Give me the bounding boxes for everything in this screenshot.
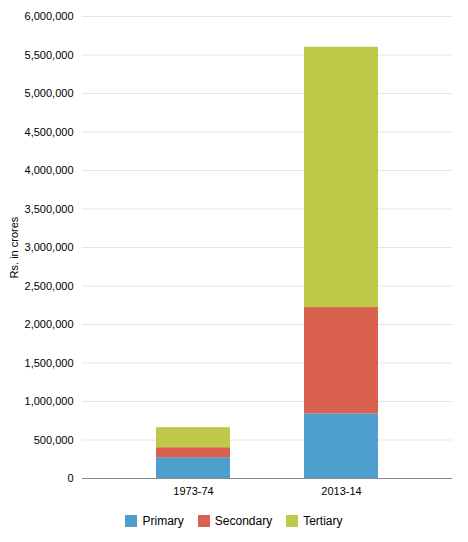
svg-text:6,000,000: 6,000,000 (25, 10, 74, 22)
svg-text:5,000,000: 5,000,000 (25, 87, 74, 99)
svg-text:500,000: 500,000 (34, 434, 74, 446)
html-text:Tertiary: Tertiary (303, 514, 343, 528)
svg-text:1,500,000: 1,500,000 (25, 357, 74, 369)
svg-text:4,000,000: 4,000,000 (25, 164, 74, 176)
svg-text:3,500,000: 3,500,000 (25, 203, 74, 215)
svg-text:5,500,000: 5,500,000 (25, 49, 74, 61)
svg-text:2,500,000: 2,500,000 (25, 280, 74, 292)
svg-text:Rs. in crores: Rs. in crores (8, 216, 20, 278)
html-text:Primary: Primary (142, 514, 184, 528)
svg-text:1,000,000: 1,000,000 (25, 395, 74, 407)
svg-text:3,000,000: 3,000,000 (25, 241, 74, 253)
svg-text:1973-74: 1973-74 (173, 485, 213, 497)
svg-text:4,500,000: 4,500,000 (25, 126, 74, 138)
svg-text:2013-14: 2013-14 (321, 485, 361, 497)
html-text:Secondary: Secondary (214, 514, 273, 528)
svg-text:0: 0 (67, 472, 73, 484)
svg-text:2,000,000: 2,000,000 (25, 318, 74, 330)
